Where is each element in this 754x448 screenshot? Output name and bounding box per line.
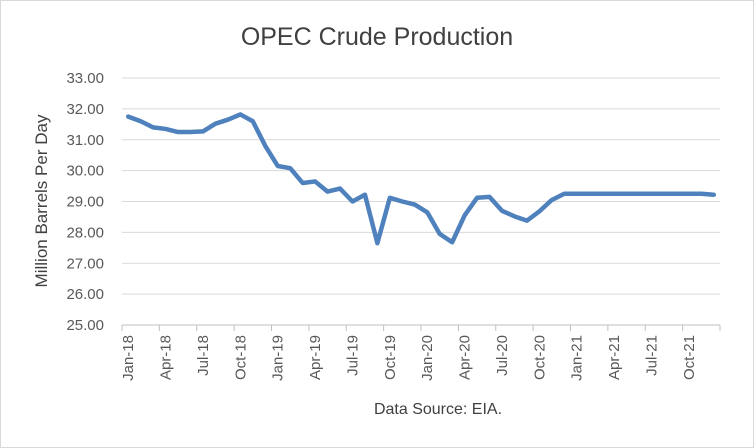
y-tick-label: 29.00 (66, 194, 104, 211)
x-tick-label: Jan-19 (270, 335, 287, 381)
y-axis-label: Million Barrels Per Day (32, 114, 51, 287)
x-tick-label: Apr-21 (606, 335, 623, 380)
y-tick-label: 25.00 (66, 317, 104, 334)
x-tick-label: Apr-20 (457, 335, 474, 380)
x-tick-label: Oct-19 (382, 335, 399, 380)
x-tick-label: Oct-20 (531, 335, 548, 380)
chart-title: OPEC Crude Production (241, 23, 513, 51)
series-layer (125, 112, 717, 246)
x-tick-label: Jul-19 (344, 335, 361, 376)
x-tick-label: Jul-18 (195, 335, 212, 376)
axes (121, 324, 721, 331)
x-tick-label: Apr-18 (158, 335, 175, 380)
y-tick-label: 31.00 (66, 132, 104, 149)
y-tick-label: 28.00 (66, 224, 104, 241)
x-tick-label: Jan-20 (419, 335, 436, 381)
series-line (125, 112, 717, 246)
x-tick-label: Jan-21 (569, 335, 586, 381)
y-tick-label: 27.00 (66, 255, 104, 272)
x-tick-label: Jul-21 (643, 335, 660, 376)
x-tick-label: Jul-20 (494, 335, 511, 376)
x-tick-label: Jan-18 (120, 335, 137, 381)
y-tick-label: 26.00 (66, 286, 104, 303)
x-tick-labels: Jan-18 Apr-18 Jul-18 Oct-18 Jan-19 Apr-19 Jul-… (120, 335, 698, 381)
y-tick-label: 33.00 (66, 70, 104, 87)
gridlines (122, 77, 720, 295)
x-tick-label: Oct-21 (681, 335, 698, 380)
y-tick-label: 30.00 (66, 163, 104, 180)
y-tick-labels: 25.00 26.00 27.00 28.00 29.00 30.00 31.00 32.00… (66, 70, 104, 334)
data-source-caption: Data Source: EIA. (374, 401, 502, 418)
y-tick-label: 32.00 (66, 101, 104, 118)
x-tick-label: Apr-19 (307, 335, 324, 380)
x-tick-label: Oct-18 (232, 335, 249, 380)
